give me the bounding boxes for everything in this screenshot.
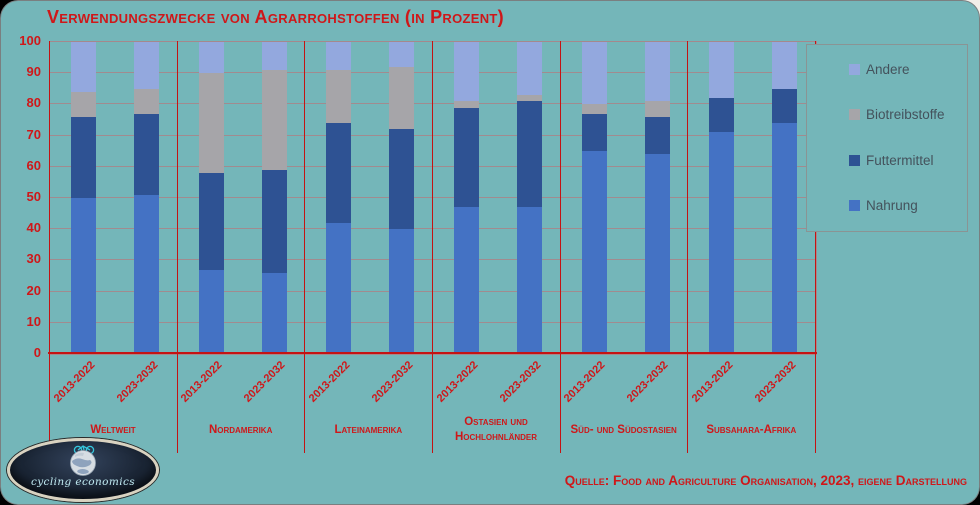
bar-segment-andere <box>581 42 607 105</box>
bar-segment-futtermittel <box>454 107 479 208</box>
group-separator <box>560 41 561 453</box>
logo-text: cycling economics <box>30 476 136 488</box>
bar-segment-biotreibstoffe <box>389 66 415 130</box>
bar-segment-futtermittel <box>261 169 287 273</box>
bar-segment-andere <box>198 42 224 74</box>
y-tick-label: 20 <box>26 282 41 298</box>
bar-segment-nahrung <box>134 194 159 354</box>
group-separator <box>687 41 688 453</box>
bar-segment-biotreibstoffe <box>326 70 352 124</box>
bar-segment-futtermittel <box>772 88 798 124</box>
group-separator <box>49 41 50 453</box>
globe-bicycle-icon <box>70 445 96 476</box>
y-tick-label: 100 <box>19 33 41 48</box>
legend-swatch-icon <box>849 63 860 75</box>
gridline <box>50 165 816 167</box>
legend-item-andere: Andere <box>849 61 910 77</box>
bar-segment-nahrung <box>772 123 798 354</box>
bar-segment-biotreibstoffe <box>71 91 96 117</box>
bar-segment-nahrung <box>454 207 479 354</box>
bar-segment-nahrung <box>198 269 224 354</box>
bar-segment-andere <box>454 42 479 102</box>
bar-segment-biotreibstoffe <box>581 104 607 114</box>
plot-area <box>49 41 817 355</box>
x-group-label: Süd- und Südostasien <box>570 423 677 436</box>
bar-segment-futtermittel <box>198 173 224 270</box>
bar-segment-andere <box>326 42 352 71</box>
bar-segment-andere <box>261 42 287 71</box>
bar-segment-nahrung <box>389 229 415 354</box>
bar-segment-biotreibstoffe <box>261 70 287 170</box>
x-group-label: Weltweit <box>90 423 136 436</box>
bar-segment-andere <box>644 42 670 102</box>
bar-segment-biotreibstoffe <box>454 101 479 108</box>
gridline <box>50 290 816 292</box>
y-tick-label: 40 <box>26 220 41 236</box>
bar-segment-biotreibstoffe <box>134 88 159 114</box>
bar-segment-andere <box>517 42 542 96</box>
bar-segment-biotreibstoffe <box>517 95 542 102</box>
bar-segment-futtermittel <box>326 123 352 223</box>
bar-segment-andere <box>134 42 159 89</box>
group-separator <box>815 41 816 453</box>
legend-swatch-icon <box>849 109 860 120</box>
gridline <box>50 197 816 198</box>
bar-segment-nahrung <box>644 154 670 354</box>
gridline <box>50 72 816 74</box>
legend-label: Biotreibstoffe <box>866 107 945 122</box>
bar-segment-futtermittel <box>389 129 415 230</box>
bar-segment-andere <box>71 42 96 92</box>
legend-item-nahrung: Nahrung <box>849 198 918 214</box>
gridline <box>50 259 816 261</box>
source-note: Quelle: Food and Agriculture Organisatio… <box>564 473 967 488</box>
y-tick-label: 50 <box>26 189 41 204</box>
legend-item-futtermittel: Futtermittel <box>849 152 934 168</box>
y-tick-label: 70 <box>26 126 41 142</box>
legend-swatch-icon <box>849 200 860 211</box>
bar-segment-biotreibstoffe <box>644 101 670 117</box>
legend-label: Andere <box>866 61 910 77</box>
x-group-label: Subsahara-Afrika <box>706 423 797 436</box>
gridline <box>50 134 816 136</box>
legend-swatch-icon <box>849 154 860 166</box>
bar-segment-futtermittel <box>581 113 607 152</box>
y-tick-label: 30 <box>26 251 41 267</box>
y-tick-label: 0 <box>33 345 41 360</box>
gridline <box>50 321 816 323</box>
bar-segment-nahrung <box>581 151 607 354</box>
bar-segment-nahrung <box>326 222 352 354</box>
y-tick-label: 80 <box>26 95 41 111</box>
bar-segment-nahrung <box>261 272 287 354</box>
legend-label: Futtermittel <box>866 152 934 168</box>
y-tick-label: 60 <box>26 157 41 173</box>
legend: Andere Biotreibstoffe Futtermittel Nahrung <box>806 44 968 232</box>
legend-label: Nahrung <box>866 198 918 213</box>
group-separator <box>432 41 433 453</box>
bar-segment-futtermittel <box>644 116 670 155</box>
bar-segment-nahrung <box>71 198 96 354</box>
x-group-label: Ostasien und Hochlohnländer <box>454 416 538 443</box>
logo: cycling economics <box>7 438 159 502</box>
bar-segment-futtermittel <box>517 101 542 208</box>
x-group-label: Nordamerika <box>208 423 273 436</box>
gridline <box>50 103 816 105</box>
y-tick-label: 90 <box>26 64 41 80</box>
group-separator <box>304 41 305 453</box>
bar-segment-andere <box>772 42 798 89</box>
bar-segment-futtermittel <box>709 98 735 133</box>
bar-segment-andere <box>389 42 415 67</box>
bar-segment-futtermittel <box>71 116 96 198</box>
bar-segment-nahrung <box>517 207 542 354</box>
bar-segment-biotreibstoffe <box>198 73 224 174</box>
legend-item-biotreibstoffe: Biotreibstoffe <box>849 107 945 123</box>
bar-segment-futtermittel <box>134 113 159 195</box>
bar-segment-nahrung <box>709 132 735 354</box>
bar-segment-andere <box>709 42 735 99</box>
x-group-label: Lateinamerika <box>334 423 403 436</box>
group-separator <box>177 41 178 453</box>
chart-title: Verwendungszwecke von Agrarrohstoffen (i… <box>47 7 504 27</box>
gridline <box>50 228 816 230</box>
y-tick-label: 10 <box>26 313 41 329</box>
